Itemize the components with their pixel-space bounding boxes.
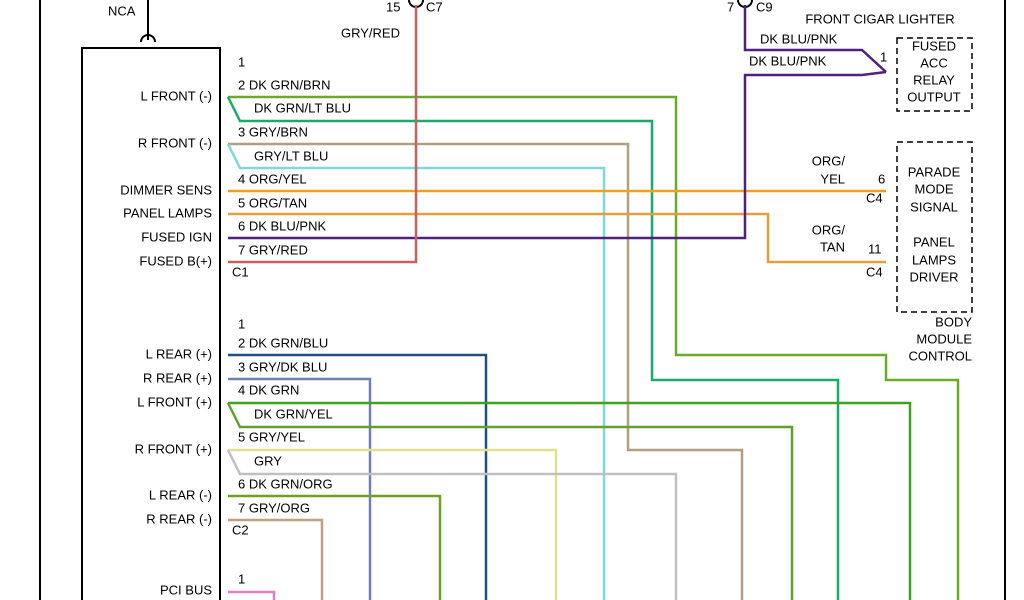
box-text: PANEL [913, 234, 955, 249]
pin-label: 6 DK BLU/PNK [238, 218, 326, 233]
box-text: PARADE [908, 164, 961, 179]
pin-label: 7 [727, 0, 734, 14]
pin-label: 1 [238, 54, 245, 69]
connector-label: C1 [232, 264, 249, 279]
pin-label: 15 [386, 0, 400, 14]
connector-label: C9 [756, 0, 773, 14]
wire-label: ORG/ [812, 222, 846, 237]
box-text: ACC [920, 55, 947, 70]
component-title: FRONT CIGAR LIGHTER [805, 11, 954, 26]
label: L FRONT (-) [141, 88, 213, 103]
label: L FRONT (+) [137, 394, 212, 409]
wire-label: DK BLU/PNK [760, 31, 838, 46]
wire-label: DK GRN/LT BLU [254, 100, 351, 115]
wire-label: YEL [820, 171, 845, 186]
label: R REAR (-) [146, 511, 212, 526]
box-text: LAMPS [912, 252, 956, 267]
connector-label: C4 [866, 190, 883, 205]
label: PCI BUS [160, 582, 212, 597]
component-label: BODY [935, 314, 972, 329]
pin-label: 1 [880, 49, 887, 64]
pin-label: 5 GRY/YEL [238, 429, 305, 444]
pin-label: 7 GRY/RED [238, 242, 308, 257]
label: R REAR (+) [143, 370, 212, 385]
pin-label: 1 [238, 316, 245, 331]
box-text: SIGNAL [910, 199, 958, 214]
box-text: DRIVER [909, 269, 958, 284]
component-label: MODULE [916, 331, 972, 346]
pin-label: 7 GRY/ORG [238, 500, 310, 515]
pin-label: 4 DK GRN [238, 382, 299, 397]
connector-label: C4 [866, 264, 883, 279]
wire-label: DK GRN/YEL [254, 406, 333, 421]
label: R FRONT (+) [135, 441, 212, 456]
dashed-boxes [896, 37, 973, 313]
wire-label: GRY [254, 453, 282, 468]
pin-label: 5 ORG/TAN [238, 195, 307, 210]
frame [39, 0, 1006, 600]
box-text: FUSED [912, 38, 956, 53]
pin-label: 6 DK GRN/ORG [238, 476, 333, 491]
pin-label: 4 ORG/YEL [238, 171, 307, 186]
wire-label: DK BLU/PNK [749, 53, 827, 68]
wire-label: ORG/ [812, 153, 846, 168]
pin-label: 6 [878, 171, 885, 186]
label: R FRONT (-) [138, 135, 212, 150]
box-text: RELAY [913, 72, 955, 87]
pin-label: 1 [238, 571, 245, 586]
label: L REAR (-) [149, 487, 212, 502]
pin-label: 3 GRY/DK BLU [238, 359, 327, 374]
box-text: MODE [915, 181, 954, 196]
box-text: OUTPUT [907, 89, 961, 104]
connector-label: C2 [232, 522, 249, 537]
component-label: CONTROL [908, 348, 972, 363]
label: FUSED IGN [141, 229, 212, 244]
wire-label: GRY/RED [341, 25, 400, 40]
pin-label: 11 [868, 241, 882, 256]
labels: NCA L FRONT (-) R FRONT (-) DIMMER SENS … [108, 0, 972, 597]
label: PANEL LAMPS [123, 205, 212, 220]
wire-label: GRY/LT BLU [254, 148, 328, 163]
pin-label: 3 GRY/BRN [238, 124, 308, 139]
label: DIMMER SENS [120, 182, 212, 197]
pin-label: 2 DK GRN/BLU [238, 335, 328, 350]
label: FUSED B(+) [139, 253, 212, 268]
wire-label: TAN [820, 239, 845, 254]
wires [226, 5, 960, 600]
label: NCA [108, 3, 136, 18]
label: L REAR (+) [146, 346, 212, 361]
pin-label: 2 DK GRN/BRN [238, 77, 330, 92]
connector-label: C7 [426, 0, 443, 14]
